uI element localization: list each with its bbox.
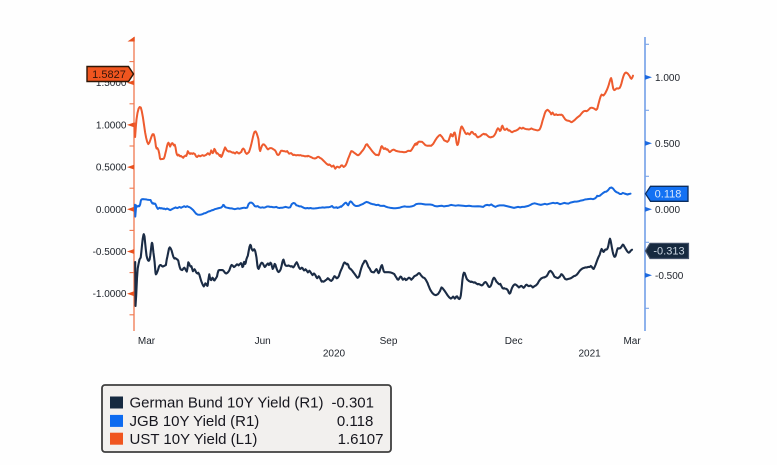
- svg-text:JGB 10Y Yield (R1): JGB 10Y Yield (R1): [130, 413, 260, 430]
- svg-text:-0.301: -0.301: [331, 395, 374, 412]
- svg-text:Sep: Sep: [380, 336, 398, 347]
- svg-text:0.5000: 0.5000: [96, 163, 127, 174]
- svg-text:-0.5000: -0.5000: [93, 247, 127, 258]
- svg-text:-0.313: -0.313: [653, 246, 684, 258]
- svg-text:0.000: 0.000: [655, 205, 680, 216]
- svg-text:-1.0000: -1.0000: [93, 289, 127, 300]
- svg-text:Mar: Mar: [623, 336, 641, 347]
- svg-text:1.5000: 1.5000: [96, 78, 127, 89]
- svg-text:1.0000: 1.0000: [96, 120, 127, 131]
- svg-text:1.6107: 1.6107: [338, 431, 384, 448]
- svg-text:UST 10Y Yield (L1): UST 10Y Yield (L1): [130, 431, 258, 448]
- svg-text:-0.500: -0.500: [655, 271, 684, 282]
- svg-text:2020: 2020: [323, 349, 346, 360]
- svg-text:Dec: Dec: [505, 336, 523, 347]
- svg-text:0.118: 0.118: [337, 413, 373, 430]
- svg-text:0.0000: 0.0000: [96, 205, 127, 216]
- svg-text:Mar: Mar: [138, 336, 156, 347]
- svg-text:2021: 2021: [578, 349, 601, 360]
- svg-text:1.000: 1.000: [655, 73, 680, 84]
- svg-text:Jun: Jun: [255, 336, 271, 347]
- svg-text:1.5827: 1.5827: [92, 69, 126, 81]
- svg-text:German Bund 10Y Yield (R1): German Bund 10Y Yield (R1): [130, 395, 324, 412]
- svg-text:0.118: 0.118: [655, 189, 682, 201]
- svg-text:0.500: 0.500: [655, 139, 680, 150]
